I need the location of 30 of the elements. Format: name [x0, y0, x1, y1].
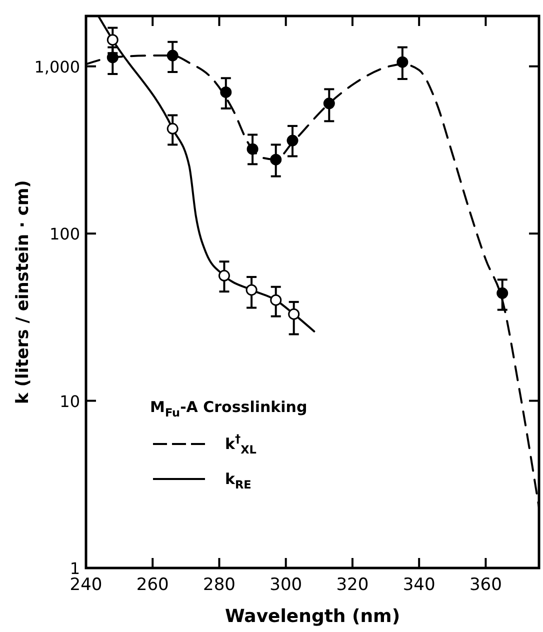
point: [218, 270, 230, 282]
point: [246, 143, 258, 155]
point: [323, 98, 335, 110]
x-tick-label: 240: [70, 575, 102, 595]
y-tick-label: 100: [49, 224, 80, 244]
x-tick-label: 300: [270, 575, 302, 595]
x-tick-label: 340: [402, 575, 436, 595]
y-axis-title: k (liters / einstein · cm): [13, 180, 33, 404]
legend-label: k$_{RE}$: [225, 470, 252, 492]
point: [396, 56, 408, 68]
point: [286, 134, 298, 146]
point: [288, 308, 300, 320]
point: [220, 86, 232, 98]
point: [106, 34, 118, 46]
point: [496, 287, 508, 299]
legend-title: M$_{Fu}$-A Crosslinking: [150, 398, 308, 420]
x-tick-label: 260: [136, 575, 169, 595]
point: [270, 294, 282, 306]
point: [166, 50, 178, 62]
point: [270, 154, 282, 166]
x-tick-label: 360: [469, 575, 502, 595]
y-tick-label: 1,000: [34, 57, 80, 76]
point: [246, 284, 258, 296]
point: [166, 122, 178, 134]
x-tick-label: 320: [336, 575, 369, 595]
x-tick-label: 280: [203, 575, 236, 595]
y-tick-label: 1: [70, 559, 80, 578]
y-tick-label: 10: [60, 392, 80, 411]
x-axis-title: Wavelength (nm): [224, 606, 400, 627]
point: [106, 52, 118, 64]
